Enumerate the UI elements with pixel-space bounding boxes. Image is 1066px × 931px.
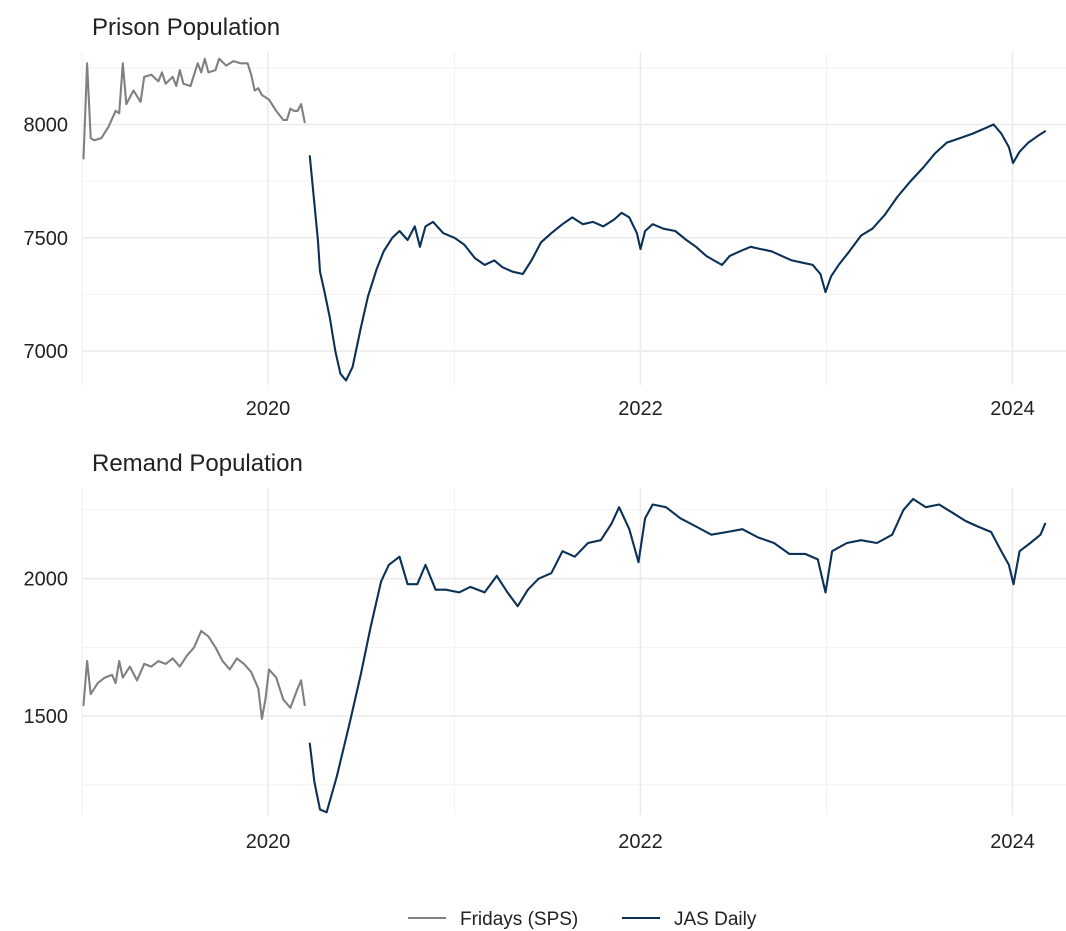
legend-label-fridays-sps: Fridays (SPS) (460, 909, 578, 930)
gridlines (81, 52, 1066, 385)
series-line-jas-daily (308, 123, 1047, 382)
y-tick-label: 1500 (24, 706, 69, 728)
y-tick-label: 7500 (24, 228, 69, 250)
series-line-fridays-sps (82, 629, 306, 720)
x-tick-label: 2022 (618, 831, 663, 853)
panel-title: Remand Population (92, 450, 303, 477)
series-line-jas-daily (308, 497, 1047, 814)
y-tick-label: 7000 (24, 341, 69, 363)
x-tick-label: 2020 (246, 831, 291, 853)
y-tick-label: 2000 (24, 569, 69, 591)
prison-population-panel: 7000 7500 8000 2020 2022 2024 Prison Populatio… (24, 14, 1066, 420)
gridlines (81, 488, 1066, 815)
x-tick-label: 2020 (246, 398, 291, 420)
x-tick-label: 2024 (990, 398, 1035, 420)
remand-population-panel: 1500 2000 2020 2022 2024 Remand Population (24, 450, 1066, 853)
legend-label-jas-daily: JAS Daily (674, 909, 757, 930)
legend: Fridays (SPS) JAS Daily (408, 909, 757, 930)
panel-title: Prison Population (92, 14, 280, 41)
x-tick-label: 2024 (990, 831, 1035, 853)
series-line-fridays-sps (82, 57, 306, 160)
y-tick-label: 8000 (24, 114, 69, 136)
x-tick-label: 2022 (618, 398, 663, 420)
